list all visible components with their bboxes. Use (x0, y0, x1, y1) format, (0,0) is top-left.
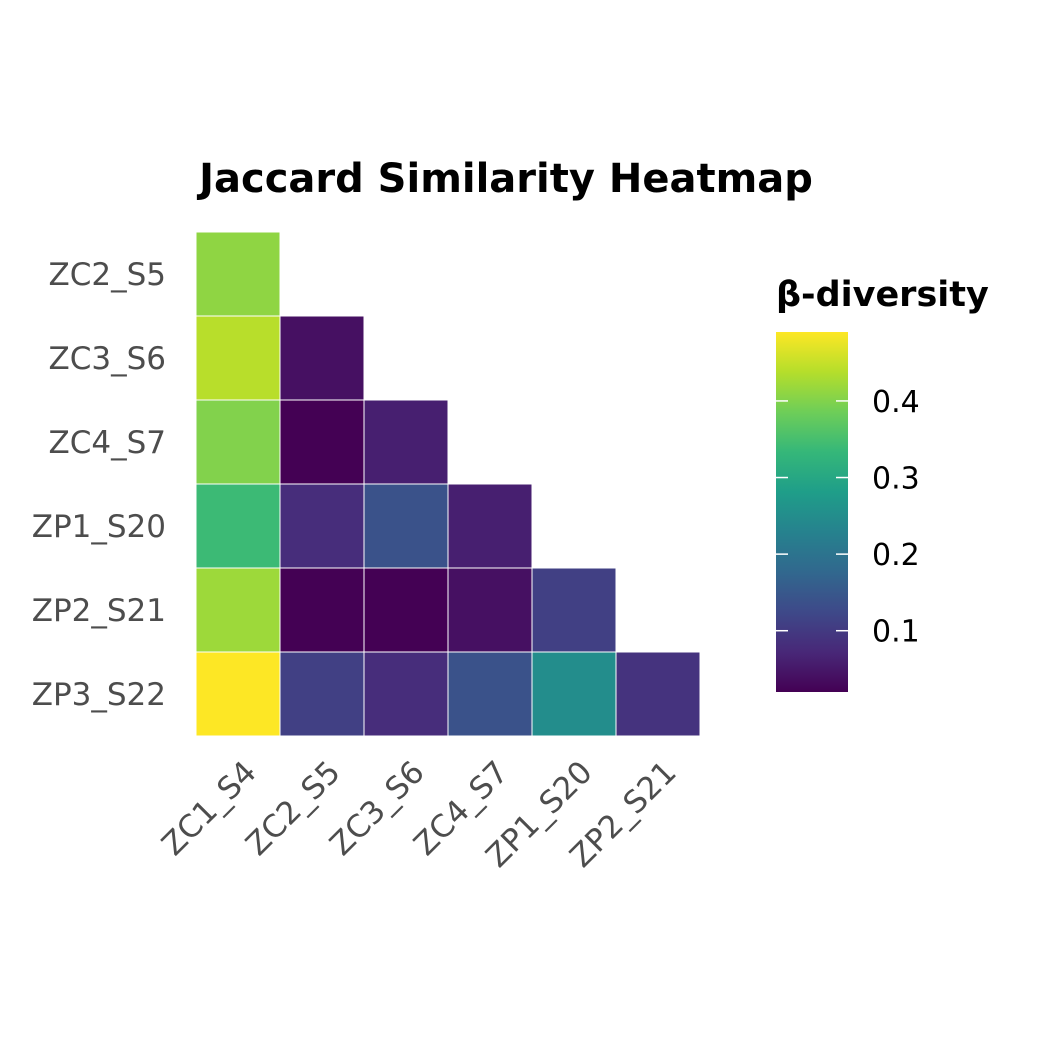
y-tick-label: ZP1_S20 (32, 509, 166, 545)
heatmap-cell (279, 651, 365, 737)
chart-title: Jaccard Similarity Heatmap (196, 156, 813, 202)
heatmap-cell (279, 567, 365, 653)
heatmap-cell (279, 399, 365, 485)
heatmap-cell (195, 399, 281, 485)
legend-title: β-diversity (776, 275, 989, 315)
heatmap-cell (195, 483, 281, 569)
y-tick-label: ZC3_S6 (48, 341, 166, 377)
y-tick-label: ZP3_S22 (32, 677, 166, 713)
heatmap-cell (363, 399, 449, 485)
heatmap-cell (195, 567, 281, 653)
heatmap-cell (447, 483, 533, 569)
heatmap-cell (531, 651, 617, 737)
heatmap-cells (195, 231, 701, 737)
heatmap-cell (447, 651, 533, 737)
legend-tick-label: 0.1 (872, 615, 920, 650)
heatmap-cell (615, 651, 701, 737)
heatmap-cell (363, 651, 449, 737)
legend-colorbar (776, 332, 848, 692)
heatmap-cell (279, 483, 365, 569)
heatmap-cell (279, 315, 365, 401)
heatmap-cell (447, 567, 533, 653)
y-axis-ticks: ZC2_S5 ZC3_S6 ZC4_S7 ZP1_S20 ZP2_S21 ZP3_S22 (32, 257, 166, 713)
heatmap-cell (195, 651, 281, 737)
heatmap-cell (195, 315, 281, 401)
legend-tick-label: 0.3 (872, 462, 920, 497)
heatmap-cell (363, 483, 449, 569)
heatmap-cell (363, 567, 449, 653)
legend-tick-label: 0.2 (872, 538, 920, 573)
color-legend: β-diversity 0.1 0.2 0.3 0.4 (776, 275, 989, 692)
legend-ticks: 0.1 0.2 0.3 0.4 (776, 385, 920, 650)
heatmap-cell (195, 231, 281, 317)
y-tick-label: ZP2_S21 (32, 593, 166, 629)
y-tick-label: ZC4_S7 (48, 425, 166, 461)
legend-tick-label: 0.4 (872, 385, 920, 420)
heatmap-cell (531, 567, 617, 653)
y-tick-label: ZC2_S5 (48, 257, 166, 293)
